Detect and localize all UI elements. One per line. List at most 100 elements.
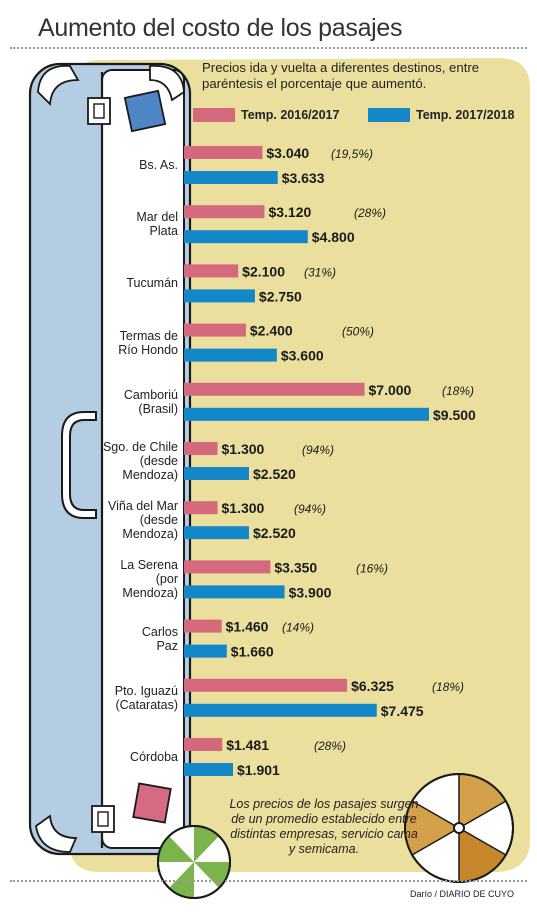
bar-2017 <box>184 644 227 658</box>
category-label: Camboriú (Brasil) <box>78 388 178 416</box>
increase-label: (31%) <box>304 265 336 279</box>
bar-2017 <box>184 230 308 244</box>
value-label: $4.800 <box>312 229 355 245</box>
category-label-line: Viña del Mar <box>108 499 178 514</box>
value-label: $2.520 <box>253 525 296 541</box>
category-label-line: Mar del <box>136 210 178 225</box>
footnote: Los precios de los pasajes surgen de un … <box>229 797 419 856</box>
category-label: Mar del Plata <box>78 210 178 238</box>
legend-item-2017: Temp. 2017/2018 <box>368 108 514 122</box>
value-label: $1.660 <box>231 644 274 660</box>
category-label: Viña del Mar (desde Mendoza) <box>78 499 178 541</box>
suitcase-illustration <box>28 62 192 856</box>
value-label: $1.300 <box>222 500 265 516</box>
bar-2016 <box>184 264 239 278</box>
category-label: Termas de Río Hondo <box>78 329 178 357</box>
value-label: $3.633 <box>282 170 325 186</box>
value-label: $3.040 <box>266 145 309 161</box>
value-label: $2.520 <box>253 466 296 482</box>
value-label: $7.475 <box>381 703 424 719</box>
category-label: Carlos Paz <box>78 625 178 653</box>
beach-umbrella-icon <box>404 773 514 883</box>
category-label: La Serena (por Mendoza) <box>78 558 178 600</box>
category-label-line: (Cataratas) <box>115 697 178 712</box>
increase-label: (16%) <box>356 561 388 575</box>
value-label: $2.400 <box>250 323 293 339</box>
category-label-line: (desde <box>139 513 178 528</box>
top-divider <box>10 47 527 49</box>
category-label-line: (por <box>155 572 178 587</box>
suitcase-handle-icon <box>61 411 97 519</box>
bar-2017 <box>184 703 377 717</box>
increase-label: (94%) <box>302 443 334 457</box>
category-label-line: Pto. Iguazú <box>114 683 178 698</box>
value-label: $3.600 <box>281 348 324 364</box>
bar-2016 <box>184 382 365 396</box>
chart-title: Aumento del costo de los pasajes <box>38 14 403 42</box>
increase-label: (18%) <box>432 680 464 694</box>
category-label-line: (Brasil) <box>138 401 178 416</box>
increase-label: (19,5%) <box>331 147 373 161</box>
category-label-line: Río Hondo <box>118 342 178 357</box>
increase-label: (94%) <box>294 502 326 516</box>
category-label-line: Sgo. de Chile <box>102 440 178 454</box>
category-label-line: Mendoza) <box>122 586 178 601</box>
category-label-line: Termas de <box>119 328 178 343</box>
bar-2016 <box>184 501 218 515</box>
increase-label: (18%) <box>442 384 474 398</box>
bar-2017 <box>184 289 255 303</box>
category-label-line: La Serena <box>120 558 178 573</box>
bar-2016 <box>184 323 246 337</box>
category-label-line: Tucumán <box>126 276 178 291</box>
category-label: Pto. Iguazú (Cataratas) <box>78 684 178 712</box>
increase-label: (50%) <box>342 325 374 339</box>
bar-2016 <box>184 678 348 692</box>
category-label-line: Carlos <box>141 624 178 639</box>
category-label: Tucumán <box>78 276 178 290</box>
legend-label-2017: Temp. 2017/2018 <box>416 108 515 122</box>
value-label: $3.900 <box>289 584 332 600</box>
bar-2016 <box>184 205 265 219</box>
value-label: $9.500 <box>433 407 476 423</box>
value-label: $3.350 <box>274 559 317 575</box>
bar-2017 <box>184 171 278 184</box>
category-label: Bs. As. <box>78 158 178 172</box>
bar-2016 <box>184 146 263 159</box>
bar-2016 <box>184 560 271 574</box>
increase-label: (14%) <box>282 621 314 635</box>
category-label-line: Mendoza) <box>122 468 178 482</box>
category-label-line: Mendoza) <box>122 527 178 542</box>
category-label-line: Paz <box>156 638 178 653</box>
bar-2017 <box>184 763 234 776</box>
bar-2016 <box>184 442 218 455</box>
value-label: $7.000 <box>369 382 412 398</box>
chart-subtitle: Precios ida y vuelta a diferentes destin… <box>202 60 480 91</box>
bar-2017 <box>184 348 277 362</box>
bar-2016 <box>184 619 222 633</box>
category-label-line: Córdoba <box>130 750 178 764</box>
legend-swatch-2016 <box>193 108 235 122</box>
bottom-divider <box>10 880 527 882</box>
category-label: Córdoba <box>78 750 178 764</box>
legend-label-2016: Temp. 2016/2017 <box>241 108 340 122</box>
credit: Darío / DIARIO DE CUYO <box>409 889 514 899</box>
value-label: $1.901 <box>237 762 280 778</box>
increase-label: (28%) <box>314 739 346 753</box>
value-label: $2.100 <box>242 263 285 279</box>
increase-label: (28%) <box>354 206 386 220</box>
value-label: $1.460 <box>226 619 269 635</box>
category-label: Sgo. de Chile (desde Mendoza) <box>78 440 178 482</box>
value-label: $1.300 <box>222 441 265 457</box>
bar-2017 <box>184 526 249 540</box>
bar-2016 <box>184 738 223 751</box>
category-label-line: Bs. As. <box>139 158 178 172</box>
bar-2017 <box>184 407 429 421</box>
value-label: $1.481 <box>226 737 269 753</box>
category-label-line: Plata <box>149 224 179 239</box>
category-label-line: (desde <box>139 454 178 468</box>
value-label: $6.325 <box>351 678 394 694</box>
legend-item-2016: Temp. 2016/2017 <box>193 108 339 122</box>
value-label: $3.120 <box>268 204 311 220</box>
category-label-line: Camboriú <box>123 387 178 402</box>
